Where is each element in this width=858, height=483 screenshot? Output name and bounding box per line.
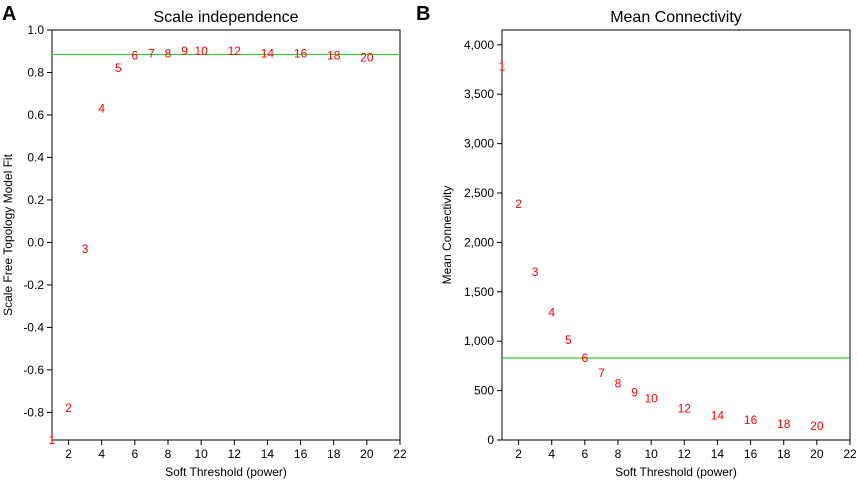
y-tick-label: 0.6 [27, 108, 44, 122]
y-tick-label: 2,500 [464, 186, 494, 200]
data-point-label: 8 [615, 377, 622, 391]
x-tick-label: 2 [515, 447, 522, 461]
data-point-label: 4 [98, 102, 105, 116]
x-tick-label: 16 [294, 447, 308, 461]
data-point-label: 18 [327, 48, 341, 62]
x-tick-label: 12 [228, 447, 242, 461]
data-point-label: 10 [644, 392, 658, 406]
y-tick-label: 1,500 [464, 285, 494, 299]
x-tick-label: 16 [744, 447, 758, 461]
x-tick-label: 20 [810, 447, 824, 461]
x-tick-label: 8 [615, 447, 622, 461]
x-tick-label: 4 [98, 447, 105, 461]
x-tick-label: 10 [644, 447, 658, 461]
plot-frame [501, 29, 851, 441]
y-tick-label: -0.4 [23, 320, 44, 334]
chart-title: Scale independence [153, 9, 298, 26]
x-tick-label: 4 [548, 447, 555, 461]
y-axis-label: Mean Connectivity [440, 186, 454, 285]
data-point-label: 16 [744, 413, 758, 427]
y-tick-label: 0.2 [27, 193, 44, 207]
data-point-label: 14 [711, 408, 725, 422]
data-point-label: 3 [532, 265, 539, 279]
y-tick-label: 500 [474, 384, 494, 398]
data-point-label: 10 [194, 44, 208, 58]
x-tick-label: 6 [132, 447, 139, 461]
data-point-label: 8 [165, 46, 172, 60]
x-tick-label: 14 [711, 447, 725, 461]
data-point-label: 18 [777, 417, 791, 431]
y-tick-label: -0.8 [23, 405, 44, 419]
data-point-label: 7 [598, 366, 605, 380]
data-point-label: 9 [181, 44, 188, 58]
plot-frame [51, 29, 401, 441]
x-axis-label: Soft Threshold (power) [615, 465, 737, 479]
data-point-label: 7 [148, 46, 155, 60]
x-tick-label: 2 [65, 447, 72, 461]
x-tick-label: 18 [777, 447, 791, 461]
y-tick-label: 4,000 [464, 38, 494, 52]
x-tick-label: 10 [194, 447, 208, 461]
x-tick-label: 12 [678, 447, 692, 461]
x-tick-label: 22 [393, 447, 407, 461]
y-tick-label: 3,000 [464, 137, 494, 151]
data-point-label: 6 [582, 351, 589, 365]
data-point-label: 12 [228, 44, 242, 58]
y-tick-label: 0.8 [27, 65, 44, 79]
data-point-label: 20 [810, 419, 824, 433]
x-tick-label: 22 [843, 447, 857, 461]
data-point-label: 5 [565, 333, 572, 347]
y-tick-label: 1.0 [27, 23, 44, 37]
data-point-label: 2 [515, 197, 522, 211]
data-point-label: 1 [49, 433, 56, 447]
y-tick-label: 0 [487, 433, 494, 447]
x-tick-label: 8 [165, 447, 172, 461]
data-point-label: 12 [678, 401, 692, 415]
y-tick-label: 2,000 [464, 235, 494, 249]
data-point-label: 6 [132, 48, 139, 62]
chart-title: Mean Connectivity [610, 9, 742, 26]
y-tick-label: 3,500 [464, 87, 494, 101]
y-axis-label: Scale Free Topology Model Fit [1, 153, 15, 316]
data-point-label: 5 [115, 61, 122, 75]
x-axis-label: Soft Threshold (power) [165, 465, 287, 479]
x-tick-label: 20 [360, 447, 374, 461]
y-tick-label: 1,000 [464, 334, 494, 348]
x-tick-label: 14 [261, 447, 275, 461]
data-point-label: 16 [294, 46, 308, 60]
data-point-label: 14 [261, 46, 275, 60]
data-point-label: 3 [82, 242, 89, 256]
y-tick-label: -0.2 [23, 278, 44, 292]
data-point-label: 20 [360, 51, 374, 65]
data-point-label: 2 [65, 401, 72, 415]
panel-letter: A [2, 3, 16, 25]
x-tick-label: 18 [327, 447, 341, 461]
data-point-label: 4 [548, 306, 555, 320]
data-point-label: 1 [499, 60, 506, 74]
y-tick-label: -0.6 [23, 363, 44, 377]
y-tick-label: 0.0 [27, 235, 44, 249]
data-point-label: 9 [631, 386, 638, 400]
x-tick-label: 6 [582, 447, 589, 461]
panel-letter: B [416, 3, 430, 25]
y-tick-label: 0.4 [27, 150, 44, 164]
